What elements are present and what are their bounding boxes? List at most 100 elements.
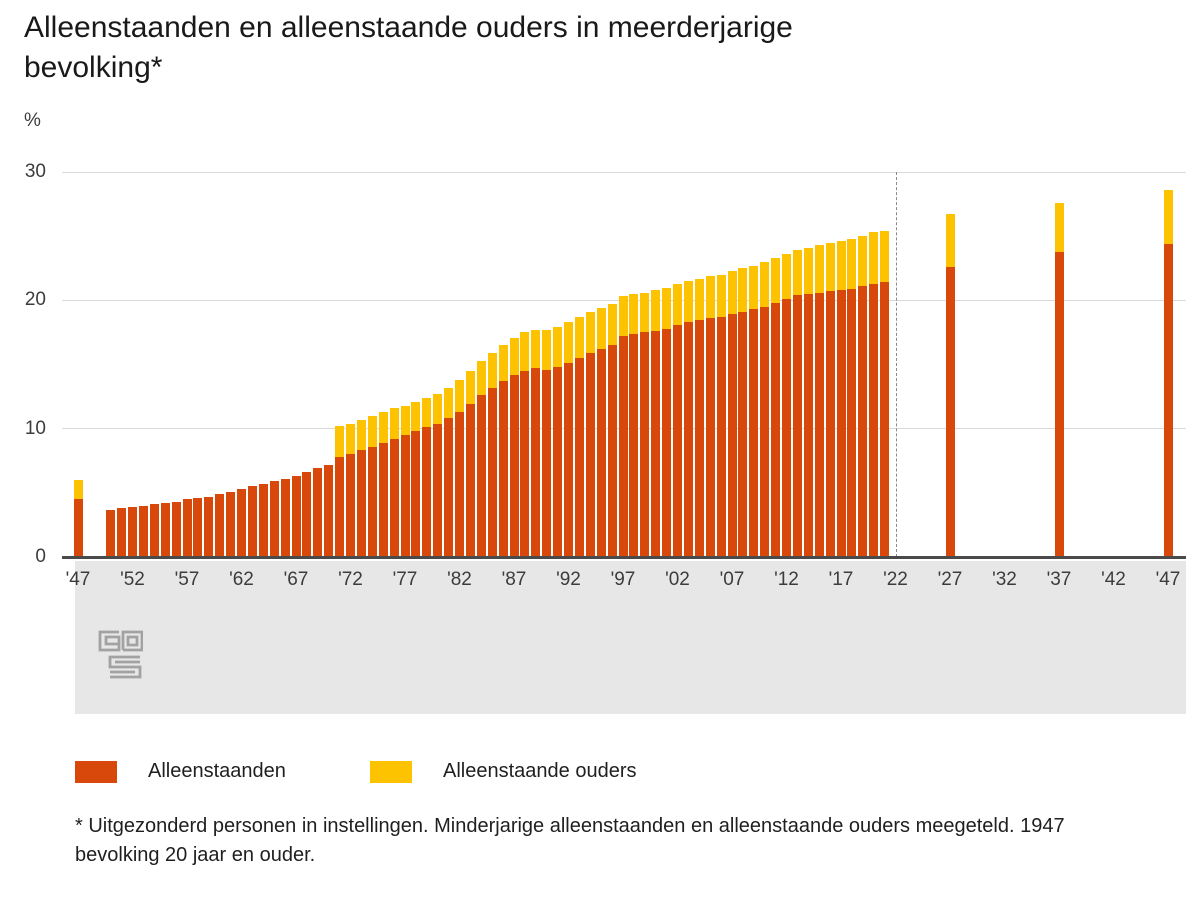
cbs-logo-c [98,630,121,652]
bar-alleenstaanden-1981 [444,418,454,557]
bar-alleenstaanden-2007 [727,314,737,557]
bar-alleenstaanden-1997 [618,336,628,557]
bar-alleenstaanden-1978 [411,431,421,557]
bar-alleenstaande-ouders-2013 [792,250,802,296]
bar-alleenstaanden-2027 [945,266,955,557]
bar-alleenstaanden-1994 [585,352,595,557]
bar-alleenstaande-ouders-2006 [716,274,726,317]
bar-alleenstaanden-1996 [607,345,617,557]
bar-alleenstaanden-1990 [542,369,552,557]
legend-item-alleenstaande-ouders: Alleenstaande ouders [370,760,636,783]
x-tick-label-2017: '17 [828,569,854,590]
bar-alleenstaanden-1977 [400,435,410,557]
bar-alleenstaanden-1956 [171,501,181,557]
bar-alleenstaanden-1960 [215,494,225,557]
bar-alleenstaanden-2008 [738,311,748,557]
bar-alleenstaande-ouders-1992 [564,322,573,364]
bar-alleenstaanden-1992 [564,363,573,557]
bar-alleenstaande-ouders-1983 [465,370,475,405]
bar-alleenstaanden-2010 [760,306,770,557]
bar-alleenstaanden-1989 [531,368,541,557]
bar-alleenstaanden-1998 [629,333,639,557]
bar-alleenstaanden-2006 [716,317,726,557]
bar-alleenstaande-ouders-2014 [803,247,813,294]
bar-alleenstaanden-1959 [204,496,214,557]
bar-alleenstaande-ouders-2027 [945,214,955,267]
bar-alleenstaande-ouders-1998 [629,293,639,334]
bar-alleenstaanden-1968 [302,472,312,557]
bar-alleenstaanden-2015 [814,292,824,557]
chart-title: Alleenstaanden en alleenstaande ouders i… [24,11,793,84]
x-tick-label-1967: '67 [283,569,309,590]
x-tick-label-1982: '82 [447,569,472,590]
bar-alleenstaande-ouders-1996 [607,304,617,346]
legend-label-alleenstaande-ouders: Alleenstaande ouders [443,760,637,782]
bar-alleenstaande-ouders-2000 [651,290,661,332]
x-tick-label-1962: '62 [229,569,254,590]
bar-alleenstaande-ouders-1982 [455,379,464,412]
bar-alleenstaanden-1962 [237,488,246,557]
bar-alleenstaanden-1993 [574,358,584,557]
bar-alleenstaanden-2019 [858,286,868,557]
bar-alleenstaanden-2005 [705,318,715,557]
bar-alleenstaande-ouders-2004 [694,278,704,320]
bar-alleenstaanden-1983 [465,404,475,557]
bar-alleenstaanden-1961 [226,491,236,557]
bar-alleenstaanden-2016 [825,291,835,557]
bar-alleenstaanden-2012 [782,299,791,557]
bar-alleenstaande-ouders-1980 [433,394,443,424]
x-tick-label-2042: '42 [1101,569,1126,590]
y-tick-label-30: 30 [24,161,46,182]
bar-alleenstaanden-2003 [683,322,693,557]
y-tick-label-20: 20 [24,289,46,311]
bar-alleenstaanden-1964 [258,483,268,557]
x-tick-label-2012: '12 [774,569,799,590]
x-tick-label-1997: '97 [610,569,636,590]
bar-alleenstaande-ouders-1972 [346,423,355,455]
bar-alleenstaande-ouders-1994 [585,311,595,353]
bar-alleenstaande-ouders-1976 [389,408,399,439]
bar-alleenstaanden-1952 [128,506,137,557]
bar-alleenstaande-ouders-1947 [73,480,83,500]
bar-alleenstaanden-2017 [836,290,846,557]
bar-alleenstaanden-1947 [73,499,83,557]
bar-alleenstaande-ouders-2017 [836,241,846,291]
bar-alleenstaanden-2047 [1163,243,1173,557]
bar-alleenstaanden-1987 [509,374,519,557]
x-tick-label-1992: '92 [556,569,581,590]
bar-alleenstaanden-1975 [378,442,388,557]
bar-alleenstaanden-2011 [771,302,781,557]
bar-alleenstaanden-1988 [520,370,530,557]
bar-alleenstaanden-1985 [487,387,497,557]
bar-alleenstaanden-1980 [433,423,443,557]
bar-alleenstaanden-1955 [160,503,170,557]
legend-swatch-alleenstaanden [75,760,117,783]
bar-alleenstaande-ouders-1991 [553,327,563,368]
bar-alleenstaande-ouders-2047 [1163,189,1173,244]
bar-alleenstaanden-1969 [313,468,323,557]
x-tick-label-1947: '47 [65,569,91,590]
x-tick-label-1987: '87 [501,569,527,590]
bar-alleenstaanden-1999 [640,332,650,557]
bar-alleenstaande-ouders-1988 [520,332,530,371]
bar-alleenstaande-ouders-2037 [1054,202,1064,252]
bar-alleenstaanden-2018 [847,288,857,557]
bar-alleenstaanden-2001 [662,328,672,557]
bar-alleenstaande-ouders-2020 [869,232,879,284]
cbs-logo [98,630,143,679]
x-tick-label-2027: '27 [937,569,963,590]
forecast-divider-line [895,172,897,557]
bar-alleenstaande-ouders-2010 [760,261,770,307]
bar-alleenstaanden-1991 [553,367,563,557]
gridline-30 [62,171,1186,173]
bar-alleenstaanden-2013 [792,295,802,557]
bar-alleenstaande-ouders-2012 [782,254,791,300]
bar-alleenstaanden-1970 [324,464,334,557]
bar-alleenstaanden-1965 [269,481,279,557]
bar-alleenstaanden-1976 [389,438,399,557]
bar-alleenstaande-ouders-2003 [683,281,693,323]
y-tick-label-0: 0 [35,546,46,567]
bar-alleenstaanden-1971 [335,456,345,557]
